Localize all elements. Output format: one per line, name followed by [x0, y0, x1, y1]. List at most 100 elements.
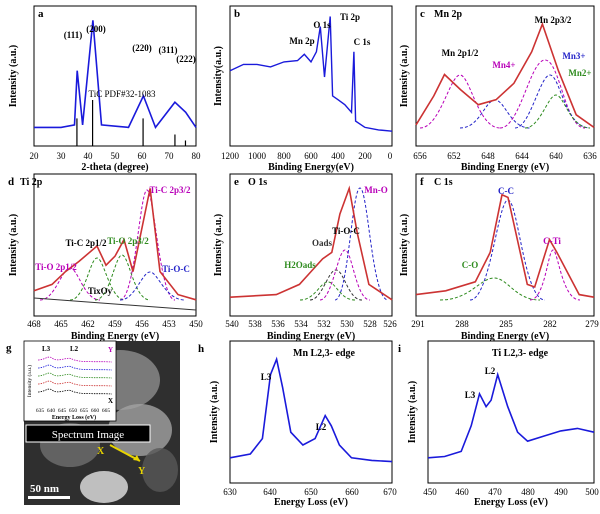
panel-b-xtick: 400 [331, 151, 345, 161]
panel-c-fit-line [415, 21, 595, 129]
panel-i-frame [427, 340, 595, 484]
panel-h-xtick: 630 [223, 487, 237, 497]
eels-inset [23, 340, 117, 422]
panel-b-xtick: 0 [388, 151, 393, 161]
inset-l3: L3 [42, 345, 51, 353]
marker-x: X [97, 446, 105, 457]
panel-d-xtick: 456 [135, 319, 149, 329]
label-i-l2: L2 [485, 366, 496, 376]
panel-a-xtick: 80 [192, 151, 202, 161]
panel-e-xtick: 532 [317, 319, 331, 329]
inset-xtick: 655 [80, 408, 89, 414]
label-mn3: Mn3+ [562, 51, 585, 61]
panel-b-letter: b [234, 8, 240, 20]
spectrum-image-label: Spectrum Image [52, 429, 125, 441]
panel-c-xtick: 640 [549, 151, 563, 161]
panel-d-xtick: 468 [27, 319, 41, 329]
panel-a-frame [33, 5, 197, 147]
panel-f-frame [415, 173, 595, 317]
peak-label-220: (220) [132, 43, 152, 53]
d-comp-tic-12 [69, 257, 126, 301]
panel-a-reference-lines [76, 100, 187, 146]
panel-c: c Mn 2p Intensity (a.u.) Binding Energy … [399, 5, 597, 173]
panel-i-xtick: 470 [488, 487, 502, 497]
label-oads: Oads [312, 238, 333, 248]
panel-i-xtick: 500 [585, 487, 599, 497]
peak-label-111: (111) [64, 30, 83, 40]
peak-label-222: (222) [176, 54, 196, 64]
inset-spectrum [37, 372, 113, 379]
panel-d-xtick: 453 [162, 319, 176, 329]
panel-e-components [299, 187, 389, 301]
panel-c-xlabel: Binding Energy (eV) [461, 162, 549, 173]
c-comp-mn3-1 [459, 99, 531, 129]
d-comp-tio-32 [94, 254, 151, 301]
label-h2oads: H2Oads [284, 260, 316, 270]
label-mno: Mn-O [364, 185, 388, 195]
panel-e-xtick: 526 [383, 319, 397, 329]
panel-c-xtick: 648 [481, 151, 495, 161]
e-comp-h2o [299, 281, 356, 301]
label-ti2p: Ti 2p [340, 12, 360, 22]
label-tio-2p12: Ti-O 2p1/2 [35, 262, 77, 272]
scale-bar [28, 496, 70, 499]
panel-i: i Ti L2,3- edge Intensity (a.u.) Energy … [398, 340, 599, 508]
spectrum-image-label-box [25, 424, 151, 443]
panel-b: b Intensity(a.u.) Binding Energy(eV) 120… [213, 5, 393, 173]
panel-e-title: O 1s [248, 177, 267, 188]
label-i-l3: L3 [465, 390, 476, 400]
panel-a-ylabel: Intensity (a.u.) [8, 45, 19, 108]
panel-i-xtick: 450 [423, 487, 437, 497]
panel-f-components [439, 199, 581, 301]
panel-f-ylabel: Intensity (a.u.) [399, 214, 410, 277]
panel-b-frame [229, 5, 393, 147]
panel-d-title: Ti 2p [20, 177, 43, 188]
panel-h: h Mn L2,3- edge Intensity (a.u.) Energy … [198, 340, 397, 508]
panel-e: e O 1s Intensity (a.u.) Binding Energy (… [213, 173, 397, 342]
label-c1s: C 1s [354, 37, 371, 47]
panel-i-title: Ti L2,3- edge [492, 348, 549, 359]
panel-b-xtick: 800 [277, 151, 291, 161]
label-mn4: Mn4+ [492, 60, 515, 70]
label-co: C-O [462, 260, 479, 270]
panel-h-xtick: 650 [304, 487, 318, 497]
stem-blob [80, 471, 128, 503]
e-comp-oads [309, 269, 363, 301]
panel-a-ref-label: TiC PDF#32-1083 [89, 89, 156, 99]
stem-blob [142, 448, 178, 492]
panel-g-letter: g [6, 342, 12, 354]
panel-f-fit-line [415, 193, 595, 298]
panel-a-xtick: 50 [111, 151, 121, 161]
panel-e-ylabel: Intensity (a.u.) [213, 214, 224, 277]
f-comp-co [439, 277, 541, 301]
panel-d-ylabel: Intensity (a.u.) [8, 214, 19, 277]
peak-label-200: (200) [86, 24, 106, 34]
inset-xtick: 665 [102, 408, 111, 414]
c-comp-mn4-1 [419, 74, 501, 129]
panel-a-xtick: 70 [165, 151, 175, 161]
inset-xlabel: Energy Loss (eV) [52, 414, 96, 421]
panel-b-xtick: 600 [304, 151, 318, 161]
panel-h-xlabel: Energy Loss (eV) [274, 497, 348, 508]
panel-f-xtick: 279 [585, 319, 599, 329]
panel-c-title: Mn 2p [434, 9, 463, 20]
panel-e-xtick: 540 [225, 319, 239, 329]
panel-d-xtick: 462 [81, 319, 95, 329]
panel-i-xtick: 490 [554, 487, 568, 497]
inset-spectrum [37, 388, 113, 395]
label-mn2p: Mn 2p [289, 36, 314, 46]
panel-i-xtick: 460 [455, 487, 469, 497]
panel-d-components [33, 189, 197, 311]
panel-d-xtick: 465 [54, 319, 68, 329]
label-tic-2p32: Ti-C 2p3/2 [149, 185, 191, 195]
inset-xtick: 640 [47, 408, 56, 414]
label-h-l2: L2 [316, 422, 327, 432]
inset-xtick: 650 [69, 408, 78, 414]
panel-a-xtick: 20 [30, 151, 40, 161]
panel-b-xtick: 1200 [221, 151, 240, 161]
label-mn2p32: Mn 2p3/2 [535, 15, 572, 25]
inset-l2: L2 [70, 345, 79, 353]
panel-b-xlabel: Binding Energy(eV) [268, 162, 354, 173]
panel-b-xtick: 1000 [248, 151, 267, 161]
